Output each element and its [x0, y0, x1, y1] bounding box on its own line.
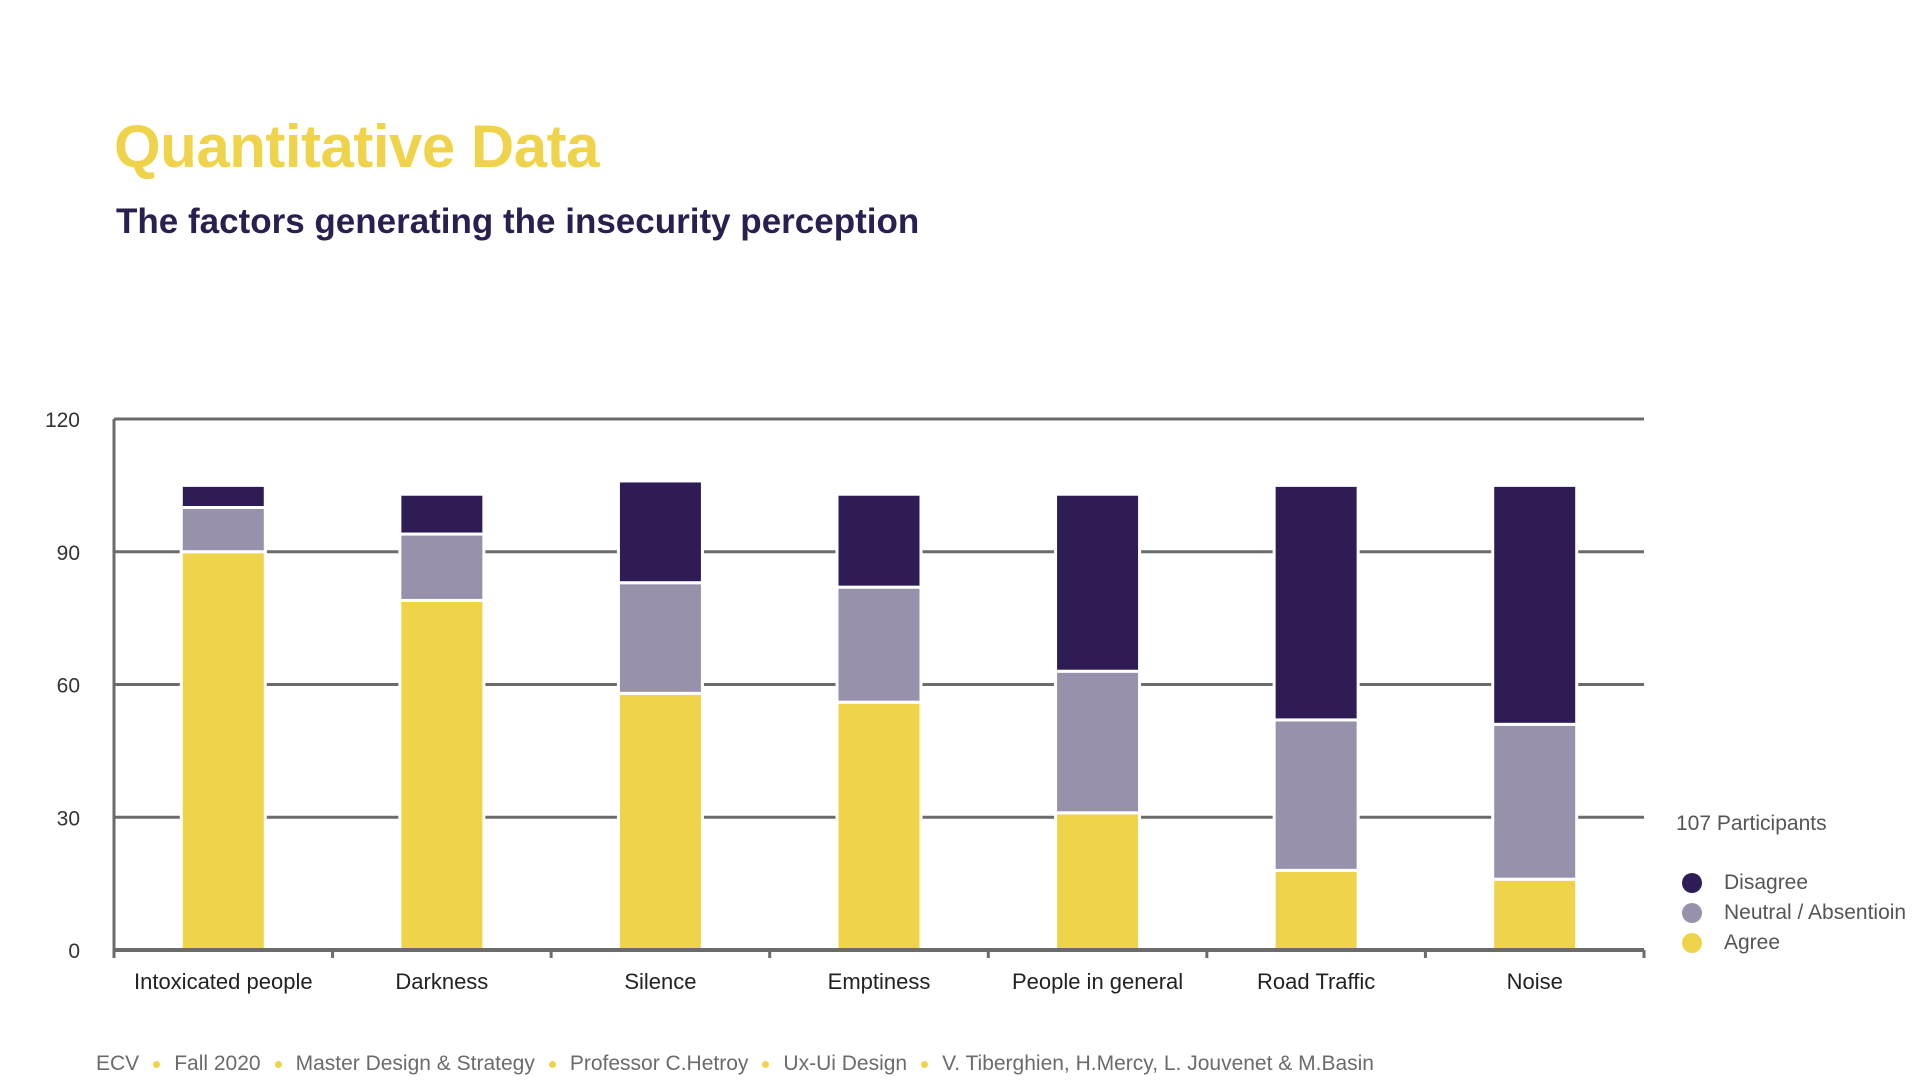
footer-item: Master Design & Strategy: [295, 1052, 535, 1075]
bar-agree: [1491, 877, 1579, 952]
legend-swatch-neutral: [1682, 903, 1702, 923]
bar-agree: [179, 550, 267, 952]
footer-item: V. Tiberghien, H.Mercy, L. Jouvenet & M.…: [942, 1052, 1374, 1075]
bar-disagree: [616, 479, 704, 585]
bar-disagree: [1272, 483, 1360, 722]
y-tick-label: 90: [57, 542, 80, 565]
x-tick-label: Darkness: [395, 969, 488, 994]
bar-disagree: [179, 483, 267, 509]
x-tick-label: Noise: [1507, 969, 1563, 994]
bar-disagree: [1054, 492, 1142, 673]
legend-label-agree: Agree: [1724, 931, 1781, 954]
footer-separator: [548, 1060, 556, 1068]
chart-legend: 107 Participants Disagree Neutral / Abse…: [1676, 812, 1906, 958]
bar-neutral: [1054, 669, 1142, 815]
x-tick-label: Silence: [624, 969, 696, 994]
bar-disagree: [835, 492, 923, 589]
y-tick-label: 60: [57, 675, 80, 698]
bar-disagree: [398, 492, 486, 536]
legend-item-neutral: Neutral / Absentioin: [1676, 898, 1906, 928]
footer-credits: ECV Fall 2020 Master Design & Strategy P…: [96, 1052, 1374, 1076]
bar-agree: [398, 598, 486, 952]
legend-label-disagree: Disagree: [1724, 871, 1809, 894]
x-tick-label: Road Traffic: [1257, 969, 1375, 994]
legend-swatch-agree: [1682, 933, 1702, 953]
legend-item-agree: Agree: [1676, 928, 1906, 958]
legend-label-neutral: Neutral / Absentioin: [1724, 901, 1907, 924]
x-tick-label: Emptiness: [828, 969, 931, 994]
bar-agree: [616, 691, 704, 952]
x-tick-label: Intoxicated people: [134, 969, 313, 994]
y-tick-label: 120: [45, 409, 80, 432]
legend-item-disagree: Disagree: [1676, 868, 1906, 898]
bar-neutral: [179, 506, 267, 554]
bar-agree: [835, 700, 923, 952]
bar-neutral: [1491, 722, 1579, 881]
bar-neutral: [835, 585, 923, 704]
footer-item: Fall 2020: [174, 1052, 261, 1075]
x-tick-label: People in general: [1012, 969, 1183, 994]
footer-separator: [274, 1060, 282, 1068]
bar-neutral: [398, 532, 486, 602]
bar-neutral: [616, 581, 704, 695]
footer-item: ECV: [96, 1052, 140, 1075]
footer-separator: [921, 1060, 929, 1068]
page-title: Quantitative Data: [114, 113, 599, 180]
y-tick-label: 0: [68, 940, 80, 963]
page-subtitle: The factors generating the insecurity pe…: [116, 202, 920, 241]
participants-note: 107 Participants: [1676, 812, 1827, 835]
stacked-bar-chart: 0 30 60 90 120 Intoxicated people Darkness Sile…: [45, 409, 1646, 994]
bar-agree: [1054, 811, 1142, 952]
legend-swatch-disagree: [1682, 873, 1702, 893]
bar-disagree: [1491, 483, 1579, 726]
bar-agree: [1272, 868, 1360, 952]
y-tick-label: 30: [57, 807, 80, 830]
footer-separator: [762, 1060, 770, 1068]
footer-separator: [153, 1060, 161, 1068]
bar-neutral: [1272, 718, 1360, 872]
footer-item: Ux-Ui Design: [783, 1052, 908, 1075]
footer-item: Professor C.Hetroy: [569, 1052, 749, 1075]
